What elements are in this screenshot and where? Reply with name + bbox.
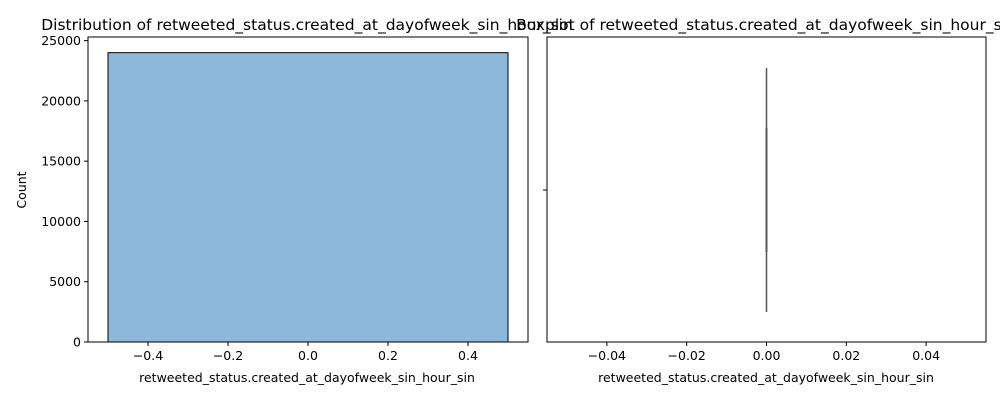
histogram-y-tick-label: 20000	[41, 93, 81, 108]
boxplot-x-tick-label: −0.02	[668, 348, 706, 363]
histogram-x-tick-label: 0.4	[458, 348, 478, 363]
histogram-x-ticks: −0.4 −0.2 0.0 0.2 0.4	[133, 342, 478, 363]
histogram-x-tick-label: −0.2	[213, 348, 243, 363]
boxplot-x-tick-label: −0.04	[588, 348, 626, 363]
histogram-title: Distribution of retweeted_status.created…	[41, 16, 573, 35]
histogram-x-tick-label: 0.2	[378, 348, 398, 363]
histogram-panel: Distribution of retweeted_status.created…	[14, 16, 573, 385]
boxplot-title: Boxplot of retweeted_status.created_at_d…	[516, 16, 1000, 35]
histogram-x-tick-label: 0.0	[298, 348, 318, 363]
boxplot-x-tick-label: 0.00	[753, 348, 781, 363]
histogram-y-tick-label: 25000	[41, 33, 81, 48]
boxplot-x-ticks: −0.04 −0.02 0.00 0.02 0.04	[588, 342, 940, 363]
boxplot-x-tick-label: 0.04	[912, 348, 940, 363]
histogram-y-tick-label: 10000	[41, 214, 81, 229]
histogram-y-tick-label: 0	[73, 335, 81, 350]
boxplot-axes-frame	[546, 36, 987, 343]
histogram-y-tick-label: 15000	[41, 154, 81, 169]
histogram-axes-frame	[87, 36, 529, 343]
histogram-y-tick-label: 5000	[49, 274, 81, 289]
histogram-bars	[107, 52, 509, 343]
histogram-x-tick-label: −0.4	[133, 348, 163, 363]
boxplot-panel: Boxplot of retweeted_status.created_at_d…	[516, 16, 1000, 385]
histogram-y-ticks: 0 5000 10000 15000 20000 25000	[41, 33, 88, 350]
histogram-y-axis-label: Count	[14, 171, 29, 208]
boxplot-x-tick-label: 0.02	[832, 348, 860, 363]
boxplot-x-axis-label: retweeted_status.created_at_dayofweek_si…	[598, 370, 934, 385]
histogram-bar-0	[107, 52, 509, 343]
histogram-x-axis-label: retweeted_status.created_at_dayofweek_si…	[139, 370, 475, 385]
